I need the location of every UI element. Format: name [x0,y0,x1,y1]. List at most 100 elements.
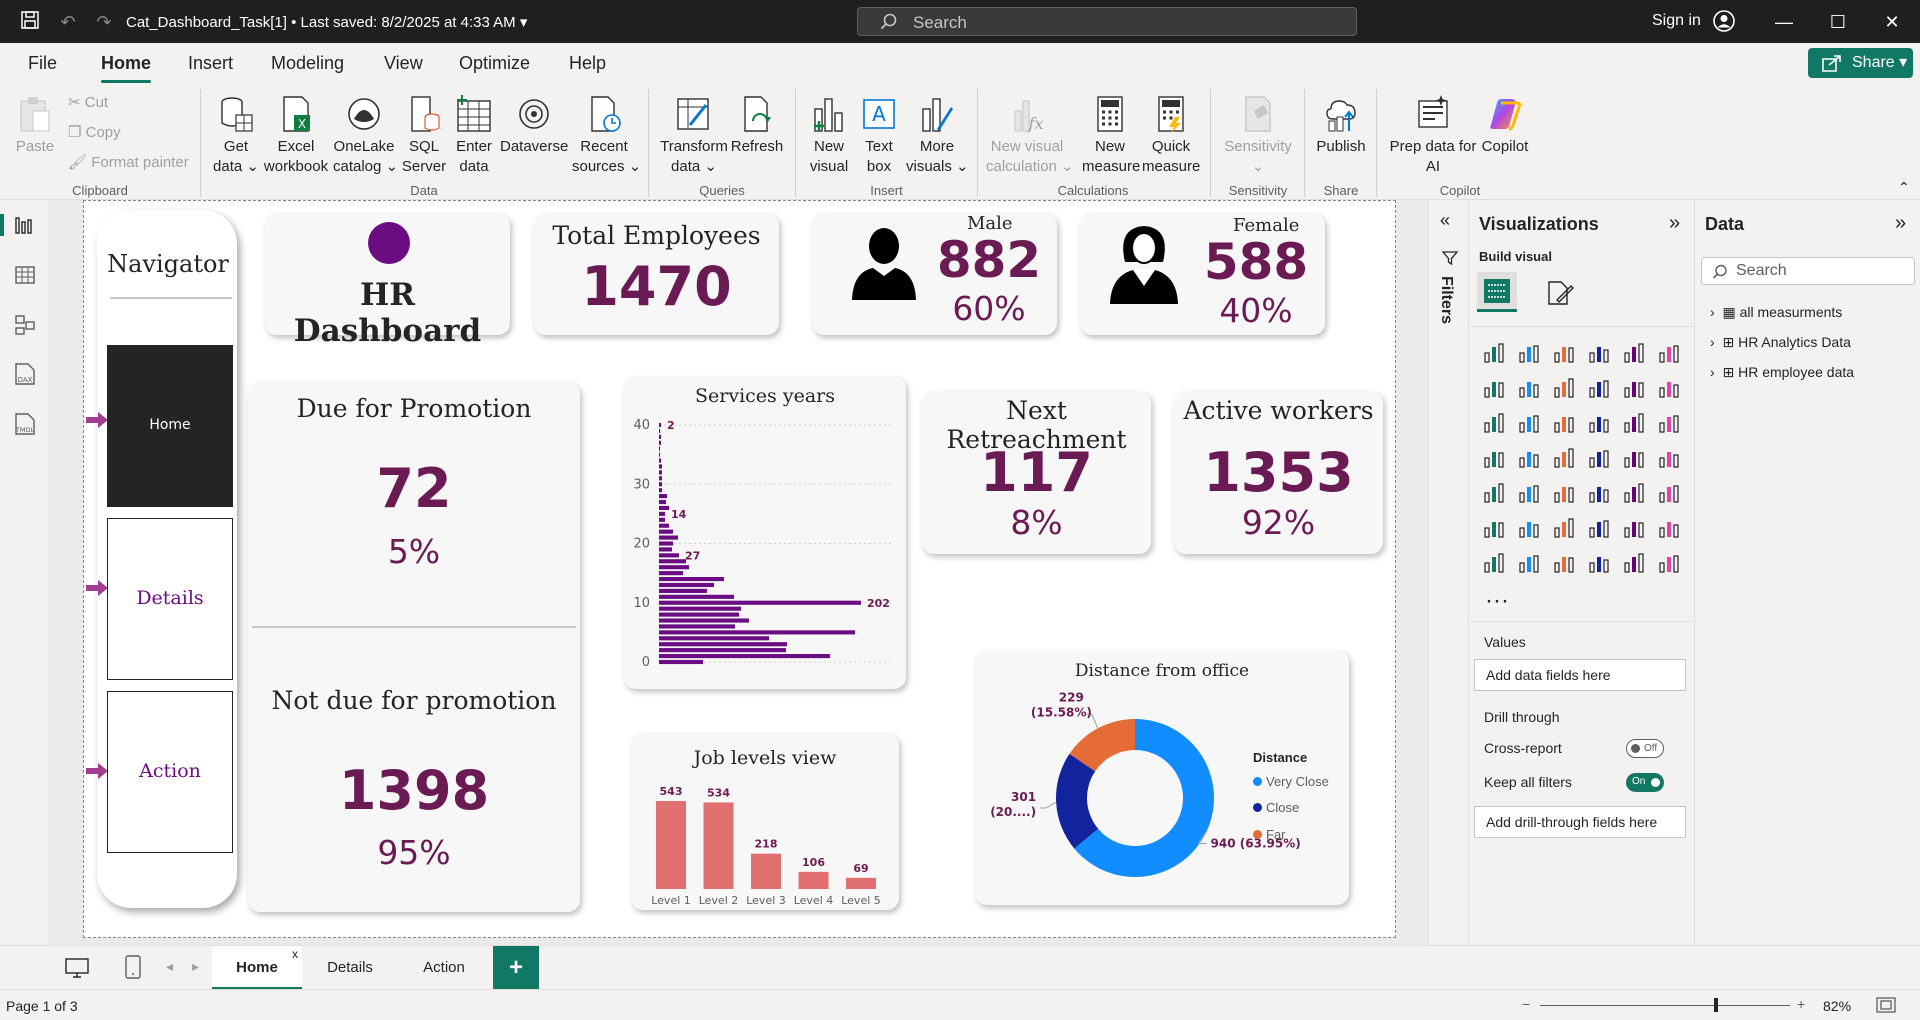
power-apps-icon[interactable] [1517,551,1541,575]
r-visual-icon[interactable] [1657,481,1681,505]
new-visual-button[interactable]: New visual [805,95,853,177]
quick-measure-button[interactable]: Quick measure [1142,95,1200,177]
paginated-report-icon[interactable] [1482,551,1506,575]
zoom-slider-track[interactable] [1540,1005,1790,1006]
gauge-icon[interactable] [1622,446,1646,470]
map-icon[interactable] [1517,446,1541,470]
page-tab-details[interactable]: Details [327,959,373,976]
cut-button[interactable]: ✂ Cut [68,94,109,111]
share-button[interactable]: Share ▾ [1808,48,1913,78]
collapse-visualizations-icon[interactable]: » [1669,212,1681,234]
power-automate-icon[interactable] [1552,551,1576,575]
menu-insert[interactable]: Insert [188,53,234,73]
tab-scroll-right-icon[interactable]: ▸ [192,958,200,974]
cross-report-toggle[interactable]: Off [1626,739,1664,758]
multi-row-card-icon[interactable] [1482,481,1506,505]
scatter-icon[interactable] [1587,411,1611,435]
refresh-button[interactable]: Refresh [730,95,784,157]
menu-home[interactable]: Home [101,53,152,83]
table-view-icon[interactable] [14,264,36,286]
account-icon[interactable] [1712,9,1736,33]
enter-data-button[interactable]: Enter data [451,95,497,177]
get-data-button[interactable]: Get data ⌄ [212,95,260,177]
kpi-icon[interactable] [1517,481,1541,505]
desktop-layout-icon[interactable] [64,957,90,979]
menu-help[interactable]: Help [569,53,607,73]
build-visual-tab[interactable] [1477,272,1517,312]
nav-button-home[interactable]: Home [107,345,233,507]
line-clustered-icon[interactable] [1657,376,1681,400]
python-visual-icon[interactable] [1482,516,1506,540]
key-influencers-icon[interactable] [1517,516,1541,540]
stacked-area-icon[interactable] [1552,376,1576,400]
excel-workbook-button[interactable]: X Excel workbook [262,95,330,177]
diamond-visual-icon[interactable] [1622,551,1646,575]
onelake-catalog-button[interactable]: OneLake catalog ⌄ [333,95,398,177]
data-search-input[interactable]: Search [1701,257,1915,285]
sql-server-button[interactable]: SQL Server [400,95,448,177]
tmdl-view-icon[interactable]: TMDL [12,412,38,438]
maximize-icon[interactable]: ☐ [1829,12,1847,32]
stacked-column-icon[interactable] [1517,341,1541,365]
add-page-button[interactable]: + [493,946,539,990]
more-visuals-ellipsis[interactable]: ··· [1485,587,1509,614]
legend-item-very-close[interactable]: Very Close [1253,774,1329,789]
nav-button-details[interactable]: Details [107,518,233,680]
search-box[interactable]: Search [857,7,1357,36]
goals-icon[interactable] [1657,516,1681,540]
waterfall-icon[interactable] [1482,411,1506,435]
menu-modeling[interactable]: Modeling [271,53,345,73]
format-painter-button[interactable]: 🖌 Format painter [68,154,189,171]
data-table-hr-analytics[interactable]: › ⊞ HR Analytics Data [1710,334,1851,350]
drill-through-drop-zone[interactable]: Add drill-through fields here [1474,806,1686,838]
menu-view[interactable]: View [384,53,423,73]
save-icon[interactable] [18,10,42,34]
line-column-icon[interactable] [1622,376,1646,400]
dataverse-button[interactable]: Dataverse [500,95,568,157]
model-view-icon[interactable] [14,314,36,336]
close-icon[interactable]: ✕ [1884,12,1900,32]
undo-icon[interactable]: ↶ [60,12,76,32]
100-bar-icon[interactable] [1622,341,1646,365]
100-column-icon[interactable] [1657,341,1681,365]
publish-button[interactable]: Publish [1312,95,1370,157]
azure-map-icon[interactable] [1587,446,1611,470]
legend-item-far[interactable]: Far [1253,827,1286,842]
close-tab-icon[interactable]: x [292,947,298,961]
report-view-icon[interactable] [14,214,36,236]
values-drop-zone[interactable]: Add data fields here [1474,659,1686,691]
minimize-icon[interactable]: — [1775,12,1793,32]
donut-chart-icon[interactable] [1657,411,1681,435]
shape-map-icon[interactable] [1587,551,1611,575]
copilot-button[interactable]: Copilot [1476,95,1534,157]
slicer-icon[interactable] [1552,481,1576,505]
keep-all-filters-toggle[interactable]: On [1626,773,1664,792]
stacked-bar-icon[interactable] [1482,341,1506,365]
zoom-slider-handle[interactable] [1714,998,1718,1012]
sensitivity-button[interactable]: Sensitivity ⌄ [1220,95,1296,177]
fit-to-page-icon[interactable] [1876,997,1896,1013]
filters-pane[interactable]: « Filters [1428,200,1468,945]
qa-icon[interactable] [1587,516,1611,540]
new-measure-button[interactable]: New measure [1082,95,1140,177]
page-tab-action[interactable]: Action [423,959,465,976]
redo-icon[interactable]: ↷ [96,12,112,32]
copy-button[interactable]: ❐ Copy [68,124,121,141]
tab-scroll-left-icon[interactable]: ◂ [166,958,174,974]
data-table-hr-employee[interactable]: › ⊞ HR employee data [1710,364,1855,380]
transform-data-button[interactable]: Transform data ⌄ [660,95,728,177]
dax-query-view-icon[interactable]: DAX [12,362,38,388]
ribbon-chart-icon[interactable] [1587,376,1611,400]
zoom-out-icon[interactable]: − [1522,996,1531,1012]
recent-sources-button[interactable]: Recent sources ⌄ [572,95,641,177]
filled-map-icon[interactable] [1552,446,1576,470]
menu-file[interactable]: File [28,53,58,73]
more-visuals-button[interactable]: More visuals ⌄ [906,95,969,177]
matrix-icon[interactable] [1622,481,1646,505]
collapse-data-icon[interactable]: » [1895,212,1907,234]
table-visual-icon[interactable] [1587,481,1611,505]
chevron-visual-icon[interactable] [1657,551,1681,575]
treemap-icon[interactable] [1482,446,1506,470]
collapse-ribbon-icon[interactable]: ⌃ [1898,179,1910,195]
area-chart-icon[interactable] [1517,376,1541,400]
